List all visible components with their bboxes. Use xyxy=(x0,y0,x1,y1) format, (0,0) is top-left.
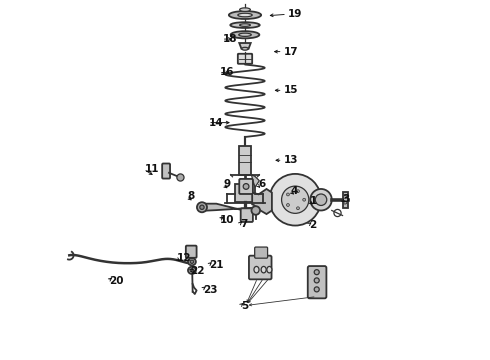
FancyBboxPatch shape xyxy=(308,266,326,298)
Text: 3: 3 xyxy=(342,194,349,204)
Ellipse shape xyxy=(240,8,250,12)
Circle shape xyxy=(251,206,260,215)
FancyBboxPatch shape xyxy=(238,54,252,64)
Circle shape xyxy=(287,193,290,196)
Ellipse shape xyxy=(267,266,272,273)
Ellipse shape xyxy=(231,31,259,39)
Ellipse shape xyxy=(190,260,194,264)
Polygon shape xyxy=(251,175,259,187)
Circle shape xyxy=(243,184,249,189)
Ellipse shape xyxy=(190,269,194,272)
Ellipse shape xyxy=(261,266,266,273)
Polygon shape xyxy=(252,187,272,214)
Text: 20: 20 xyxy=(109,276,123,286)
Ellipse shape xyxy=(343,195,347,198)
Text: 1: 1 xyxy=(310,196,317,206)
Text: 4: 4 xyxy=(291,186,298,196)
Ellipse shape xyxy=(238,13,252,17)
Circle shape xyxy=(200,205,204,210)
Text: 9: 9 xyxy=(223,179,231,189)
Bar xyxy=(235,184,255,202)
Circle shape xyxy=(310,189,332,211)
Circle shape xyxy=(296,190,299,193)
Text: 22: 22 xyxy=(191,266,205,276)
Polygon shape xyxy=(200,204,255,213)
Ellipse shape xyxy=(188,267,196,274)
Polygon shape xyxy=(239,43,251,49)
Circle shape xyxy=(287,203,290,206)
Ellipse shape xyxy=(240,24,250,26)
FancyBboxPatch shape xyxy=(162,163,170,179)
Text: 7: 7 xyxy=(241,219,248,229)
Text: 18: 18 xyxy=(223,34,237,44)
Text: 11: 11 xyxy=(145,164,159,174)
Bar xyxy=(239,146,251,175)
Text: 10: 10 xyxy=(220,215,234,225)
Bar xyxy=(343,192,348,208)
Circle shape xyxy=(314,278,319,283)
Text: 12: 12 xyxy=(177,253,192,263)
Text: 16: 16 xyxy=(220,67,234,77)
FancyBboxPatch shape xyxy=(239,179,253,194)
Circle shape xyxy=(303,198,306,201)
Ellipse shape xyxy=(343,201,347,204)
Circle shape xyxy=(314,287,319,292)
Ellipse shape xyxy=(188,258,196,265)
Circle shape xyxy=(315,194,327,206)
FancyBboxPatch shape xyxy=(249,256,271,279)
Text: 13: 13 xyxy=(284,155,298,165)
Text: 14: 14 xyxy=(209,118,224,128)
Text: 23: 23 xyxy=(203,285,217,295)
Text: 5: 5 xyxy=(241,301,248,311)
Text: 21: 21 xyxy=(209,260,223,270)
Circle shape xyxy=(177,174,184,181)
Text: 8: 8 xyxy=(188,191,195,201)
Circle shape xyxy=(282,186,309,213)
Ellipse shape xyxy=(230,22,260,28)
FancyBboxPatch shape xyxy=(186,246,196,258)
Text: 15: 15 xyxy=(284,85,298,95)
Circle shape xyxy=(270,174,321,226)
FancyBboxPatch shape xyxy=(255,247,268,258)
Circle shape xyxy=(197,202,207,212)
Text: 6: 6 xyxy=(258,179,265,189)
Ellipse shape xyxy=(229,11,261,19)
Ellipse shape xyxy=(242,47,248,50)
Text: 19: 19 xyxy=(288,9,302,19)
FancyBboxPatch shape xyxy=(241,208,253,222)
Text: 17: 17 xyxy=(284,46,298,57)
Circle shape xyxy=(314,270,319,275)
Ellipse shape xyxy=(239,33,251,36)
Text: 2: 2 xyxy=(309,220,316,230)
Ellipse shape xyxy=(254,266,259,273)
Circle shape xyxy=(296,207,299,210)
